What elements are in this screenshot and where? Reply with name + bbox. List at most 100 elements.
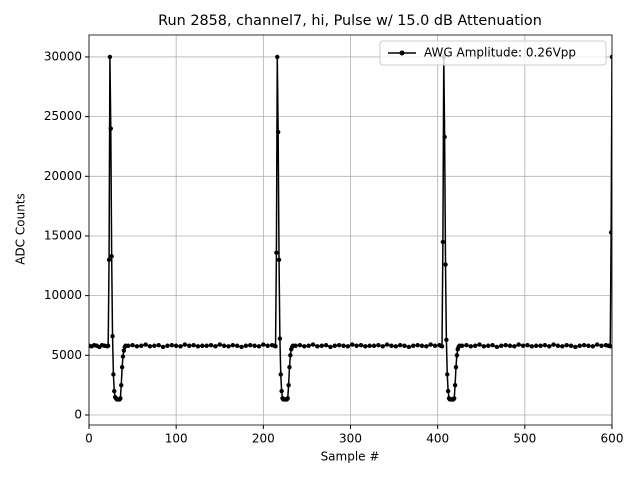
data-point [341,343,346,348]
data-point [581,342,587,348]
data-point [230,342,236,348]
x-tick-label: 500 [513,432,536,446]
data-point [165,343,170,348]
data-point [213,344,218,349]
data-point [243,343,249,348]
data-point [217,342,222,347]
data-point [160,344,166,350]
data-point [105,343,111,348]
data-point [494,344,500,350]
x-tick-label: 100 [165,432,188,446]
data-point [419,343,425,348]
data-point [486,343,491,348]
data-point [512,344,517,349]
data-point [345,344,351,349]
data-point [577,343,582,348]
data-point [393,344,399,349]
y-axis-label: ADC Counts [14,193,28,265]
data-point [332,343,338,348]
data-point [590,344,596,349]
data-point [397,342,403,348]
data-point [112,388,117,394]
data-point [533,343,539,348]
data-point [226,344,231,349]
data-point [182,342,188,347]
data-point [178,344,183,349]
data-point [204,343,209,348]
data-point [208,342,214,348]
data-point [310,342,316,347]
data-point [529,344,535,349]
data-point [265,343,270,348]
data-point [415,342,420,348]
data-point [287,365,292,370]
x-tick-label: 200 [252,432,275,446]
data-point [376,342,381,348]
data-point [191,342,196,348]
data-point [555,343,561,348]
data-point [279,388,284,394]
data-point [293,343,298,348]
data-point [111,372,116,377]
data-point [275,129,281,135]
data-point [121,348,127,353]
data-point [424,344,429,349]
data-point [315,344,320,349]
data-point [599,343,604,348]
x-tick-label: 300 [339,432,362,446]
data-point [525,342,530,348]
data-point [119,382,124,388]
data-point [547,344,552,349]
data-point [221,343,227,348]
data-point [118,396,123,401]
data-point [323,342,329,348]
y-tick-label: 5000 [51,348,82,362]
data-point [445,388,451,394]
data-point [560,344,565,349]
legend-marker [399,50,405,56]
y-tick-label: 0 [74,407,82,421]
data-point [358,342,364,348]
data-point [288,353,293,358]
x-tick-label: 600 [601,432,624,446]
data-point [452,396,457,401]
data-point [380,344,385,349]
data-point [411,343,416,348]
data-point [608,344,612,349]
data-point [594,342,600,347]
data-point [297,342,303,348]
data-point [306,343,311,348]
legend-box [379,40,607,66]
data-point [551,342,556,347]
data-point [147,344,153,349]
data-point [169,342,175,348]
y-tick-label: 10000 [44,288,82,302]
data-point [542,342,548,348]
data-point [503,342,508,348]
data-point [273,344,278,349]
data-point [406,344,412,350]
y-tick-label: 15000 [44,228,82,242]
data-point [350,342,355,347]
x-tick-label: 400 [426,432,449,446]
data-point [586,343,591,348]
data-point [468,344,473,349]
data-point [609,54,612,60]
data-point [277,336,283,341]
data-point [302,344,307,349]
data-point [608,230,612,235]
data-point [440,239,446,245]
data-point [538,343,543,348]
data-point [130,342,135,348]
y-tick-label: 30000 [44,49,82,63]
data-point [444,337,449,342]
x-tick-label: 0 [85,432,93,446]
y-tick-label: 20000 [44,169,82,183]
data-point [126,343,131,348]
data-point [106,257,112,263]
data-point [507,343,513,348]
data-point [459,343,465,348]
data-point [328,344,333,350]
data-point [371,343,377,348]
